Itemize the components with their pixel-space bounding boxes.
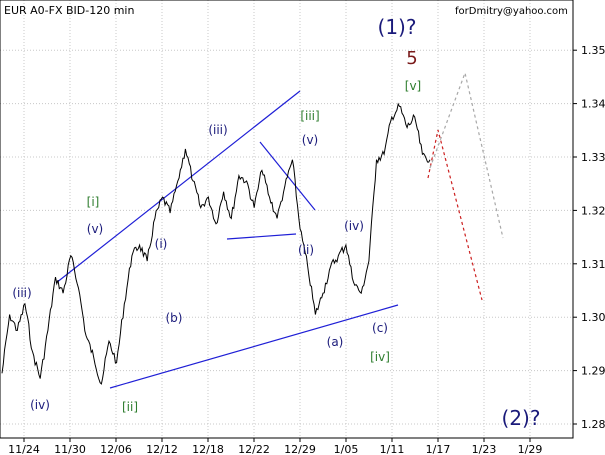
x-tick-label: 1/29 (518, 443, 543, 455)
y-tick-label: 1.35 (581, 44, 605, 57)
wave-label: 5 (406, 48, 417, 69)
forecast-paths (427, 70, 504, 301)
wave-label: (v) (87, 222, 103, 236)
wave-label: [ii] (122, 400, 138, 414)
lower-channel-line (109, 304, 399, 389)
wave-labels: (1)? 5 [v] [iii] (v) (iii) [i] (v) (i) (b) (iv) (ii… (12, 15, 540, 430)
wave-label: (i) (155, 237, 168, 251)
plot-frame (0, 0, 574, 439)
y-tick-label: 1.29 (581, 365, 605, 378)
wave-label: (ii) (298, 243, 314, 257)
x-tick-label: 1/17 (426, 443, 451, 455)
y-tick-label: 1.32 (581, 204, 605, 217)
x-tick-label: 1/23 (472, 443, 497, 455)
x-tick-label: 12/06 (100, 443, 132, 455)
x-tick-label: 1/11 (380, 443, 405, 455)
wave-label: [iii] (300, 109, 319, 123)
y-tick-label: 1.31 (581, 258, 605, 271)
y-tick-label: 1.34 (581, 98, 605, 111)
wave-label: (iii) (12, 286, 31, 300)
x-tick-label: 12/22 (238, 443, 270, 455)
wave-label: (a) (327, 335, 344, 349)
wedge-lower-line (226, 233, 297, 240)
forecast-primary-path (427, 129, 483, 301)
wave-label: (iv) (30, 398, 50, 412)
wave-label: (c) (372, 321, 388, 335)
wave-label: (1)? (378, 15, 417, 39)
wave-label: (v) (302, 133, 318, 147)
wave-label: [iv] (370, 350, 390, 364)
price-line (1, 102, 431, 385)
y-tick-label: 1.30 (581, 311, 605, 324)
x-tick-label: 12/12 (146, 443, 178, 455)
upper-channel-line (55, 90, 301, 284)
wave-label: (iv) (344, 219, 364, 233)
wave-label: [v] (405, 79, 421, 93)
chart-title: EUR A0-FX BID-120 min (4, 4, 134, 17)
wave-label: (b) (166, 311, 183, 325)
x-tick-label: 11/24 (8, 443, 40, 455)
x-axis: 11/24 11/30 12/06 12/12 12/18 12/22 12/29 1/05 1… (8, 438, 542, 455)
x-tick-label: 1/05 (334, 443, 359, 455)
x-tick-label: 11/30 (54, 443, 86, 455)
price-series (1, 102, 431, 385)
wave-label: (iii) (208, 123, 227, 137)
grid (0, 0, 573, 438)
watermark-email: forDmitry@yahoo.com (455, 6, 568, 17)
x-tick-label: 12/29 (284, 443, 316, 455)
y-tick-label: 1.28 (581, 418, 605, 431)
y-axis: 1.28 1.29 1.30 1.31 1.32 1.33 1.34 1.35 (573, 44, 605, 431)
y-tick-label: 1.33 (581, 151, 605, 164)
wave-label: (2)? (502, 406, 541, 430)
x-tick-label: 12/18 (192, 443, 224, 455)
wave-label: [i] (87, 195, 100, 209)
